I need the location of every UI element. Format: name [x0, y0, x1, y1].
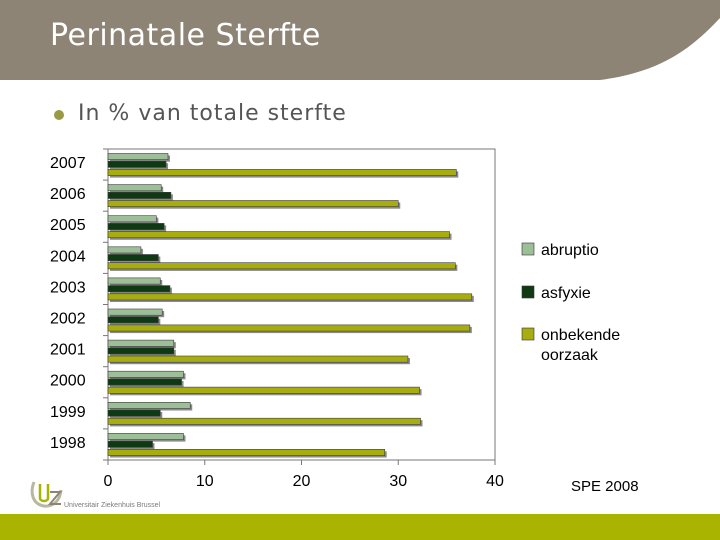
y-tick-label: 2000: [50, 373, 86, 390]
legend-label: abruptio: [541, 242, 599, 259]
y-tick-label: 2003: [50, 279, 86, 296]
footer-note: SPE 2008: [571, 478, 639, 495]
legend-label: asfyxie: [541, 285, 591, 302]
bar-onbekende-2000: [107, 386, 420, 394]
bar-asfyxie-2001: [107, 347, 175, 355]
legend-swatch-1: [521, 285, 535, 299]
legend-swatch-2: [521, 327, 535, 341]
y-tick-label: 2001: [50, 342, 86, 359]
bar-abruptio-1999: [107, 401, 191, 409]
y-tick-label: 1998: [50, 435, 86, 452]
bar-onbekende-2007: [107, 169, 457, 176]
logo-text: Universitair Ziekenhuis Brussel: [64, 502, 161, 509]
y-tick-label: 2002: [50, 311, 86, 328]
x-tick-label: 30: [389, 473, 407, 490]
bar-abruptio-1998: [107, 433, 184, 440]
x-tick-label: 40: [486, 473, 504, 490]
header-shape: [0, 0, 720, 80]
legend-label: oorzaak: [541, 347, 599, 364]
legend-label: onbekende: [541, 327, 620, 344]
header-band: [0, 0, 720, 80]
bar-asfyxie-2005: [107, 223, 165, 230]
y-tick-label: 2004: [50, 248, 86, 265]
bar-abruptio-2002: [107, 308, 163, 316]
bar-onbekende-2006: [107, 200, 399, 207]
bar-onbekende-2005: [107, 231, 450, 239]
uz-logo: Universitair Ziekenhuis Brussel: [28, 478, 161, 516]
bar-abruptio-2006: [107, 184, 162, 192]
bar-asfyxie-2007: [107, 160, 167, 168]
bar-onbekende-2002: [107, 324, 471, 332]
bar-asfyxie-2004: [107, 254, 159, 261]
bar-onbekende-1998: [107, 448, 386, 456]
bottom-band: [0, 514, 720, 540]
bar-asfyxie-2000: [107, 378, 182, 386]
bullet-dot: [54, 110, 64, 120]
bar-onbekende-1999: [107, 417, 421, 425]
x-tick-label: 0: [104, 473, 113, 490]
y-tick-label: 1999: [50, 404, 86, 421]
bar-abruptio-2004: [107, 246, 142, 254]
bar-abruptio-2000: [107, 370, 184, 378]
legend-swatch-0: [521, 242, 535, 256]
slide-subtitle: In % van totale sterfte: [78, 101, 347, 126]
bar-asfyxie-2002: [107, 316, 159, 324]
y-tick-label: 2006: [50, 186, 86, 203]
slide-title: Perinatale Sterfte: [50, 18, 321, 53]
bar-abruptio-2001: [107, 339, 175, 347]
bar-abruptio-2005: [107, 215, 157, 223]
x-tick-label: 20: [293, 473, 311, 490]
bar-asfyxie-2006: [107, 192, 172, 199]
bar-asfyxie-1999: [107, 409, 161, 417]
bar-onbekende-2004: [107, 262, 456, 270]
bar-asfyxie-2003: [107, 285, 171, 293]
bar-abruptio-2003: [107, 277, 161, 285]
y-tick-label: 2007: [50, 155, 86, 172]
uz-logo-mark: [30, 481, 63, 508]
bar-onbekende-2003: [107, 293, 473, 301]
bar-asfyxie-1998: [107, 440, 153, 448]
bar-abruptio-2007: [107, 153, 169, 160]
bar-onbekende-2001: [107, 355, 409, 363]
y-tick-label: 2005: [50, 217, 86, 234]
x-tick-label: 10: [196, 473, 214, 490]
